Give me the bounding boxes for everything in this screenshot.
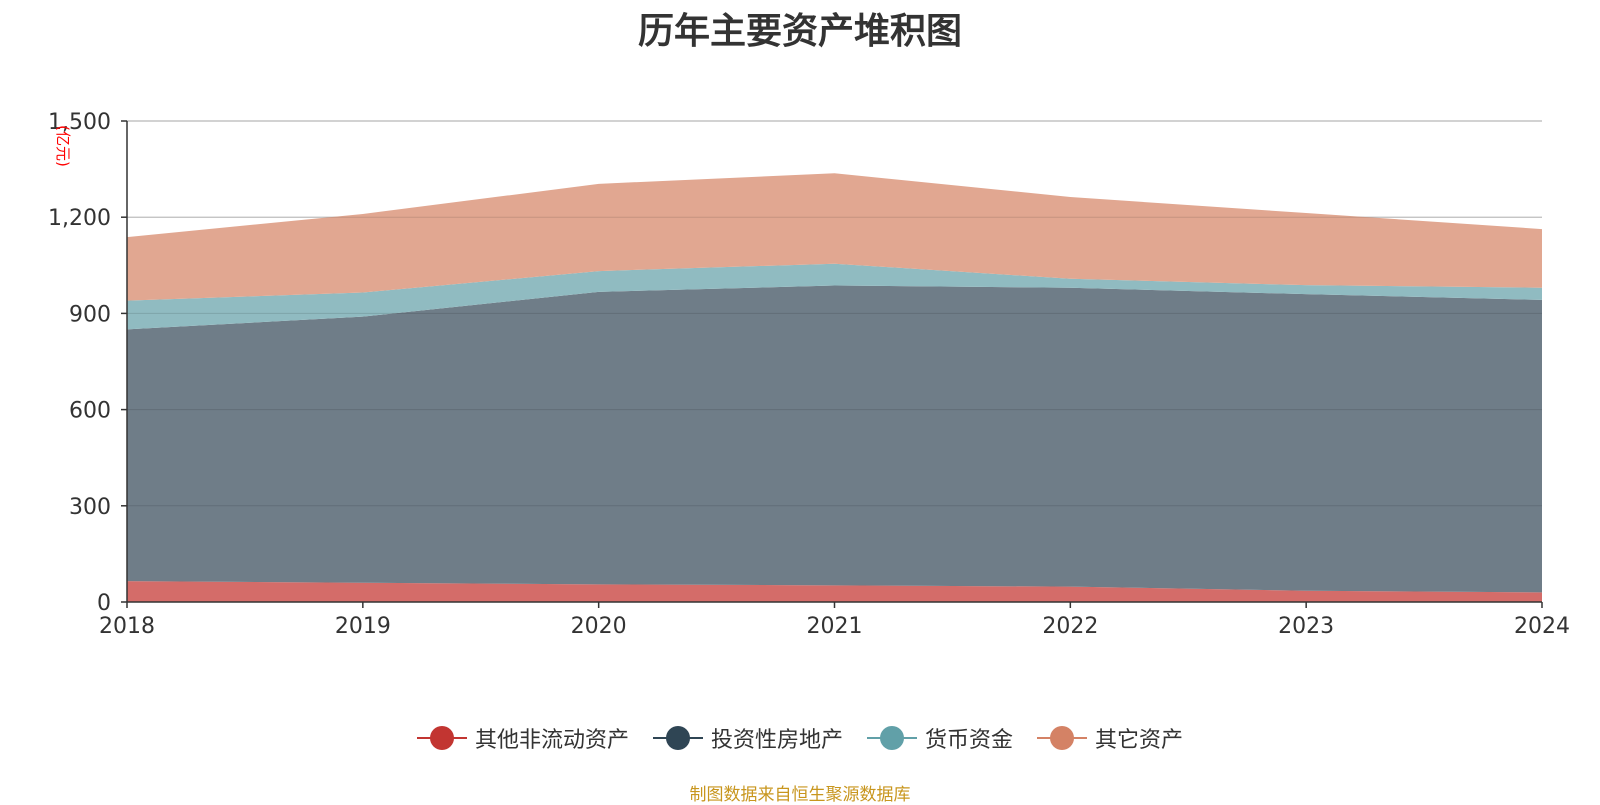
legend-item-3[interactable]: 其它资产 <box>1037 722 1183 754</box>
legend-item-1[interactable]: 投资性房地产 <box>652 722 843 754</box>
legend: 其他非流动资产 投资性房地产 货币资金 其它资产 <box>0 722 1600 754</box>
x-tick-label-1: 2019 <box>335 614 391 639</box>
legend-item-0[interactable]: 其他非流动资产 <box>416 722 629 754</box>
legend-marker-icon <box>867 726 917 750</box>
chart-title: 历年主要资产堆积图 <box>637 11 962 52</box>
y-tick-label-2: 600 <box>69 399 111 424</box>
y-tick-label-1: 300 <box>69 495 111 520</box>
axes: 0 300 600 900 1,200 1,500 2018 2019 2020 2021 2022… <box>48 110 1570 639</box>
area-series-0 <box>127 581 1542 602</box>
area-series-2 <box>127 263 1542 330</box>
legend-item-2[interactable]: 货币资金 <box>867 722 1013 754</box>
legend-marker-icon <box>416 726 467 750</box>
legend-label: 其它资产 <box>1095 728 1184 753</box>
x-tick-label-4: 2022 <box>1042 614 1098 639</box>
legend-label: 货币资金 <box>925 728 1014 753</box>
area-series-1 <box>127 285 1542 593</box>
y-tick-label-3: 900 <box>69 302 111 327</box>
x-tick-label-5: 2023 <box>1278 614 1334 639</box>
legend-label: 投资性房地产 <box>710 728 843 753</box>
y-tick-label-4: 1,200 <box>48 206 111 231</box>
x-tick-label-3: 2021 <box>807 614 863 639</box>
y-axis-unit-label: (亿元) <box>54 125 72 167</box>
y-tick-label-0: 0 <box>97 591 111 616</box>
area-series-3 <box>127 173 1542 301</box>
x-tick-label-2: 2020 <box>571 614 627 639</box>
legend-label: 其他非流动资产 <box>474 728 629 753</box>
y-tick-label-5: 1,500 <box>48 110 111 135</box>
x-tick-label-6: 2024 <box>1514 614 1570 639</box>
area-series <box>127 120 1542 602</box>
x-tick-label-0: 2018 <box>99 614 155 639</box>
legend-marker-icon <box>1037 726 1088 750</box>
legend-marker-icon <box>652 726 703 750</box>
data-source-note: 制图数据来自恒生聚源数据库 <box>689 785 911 805</box>
